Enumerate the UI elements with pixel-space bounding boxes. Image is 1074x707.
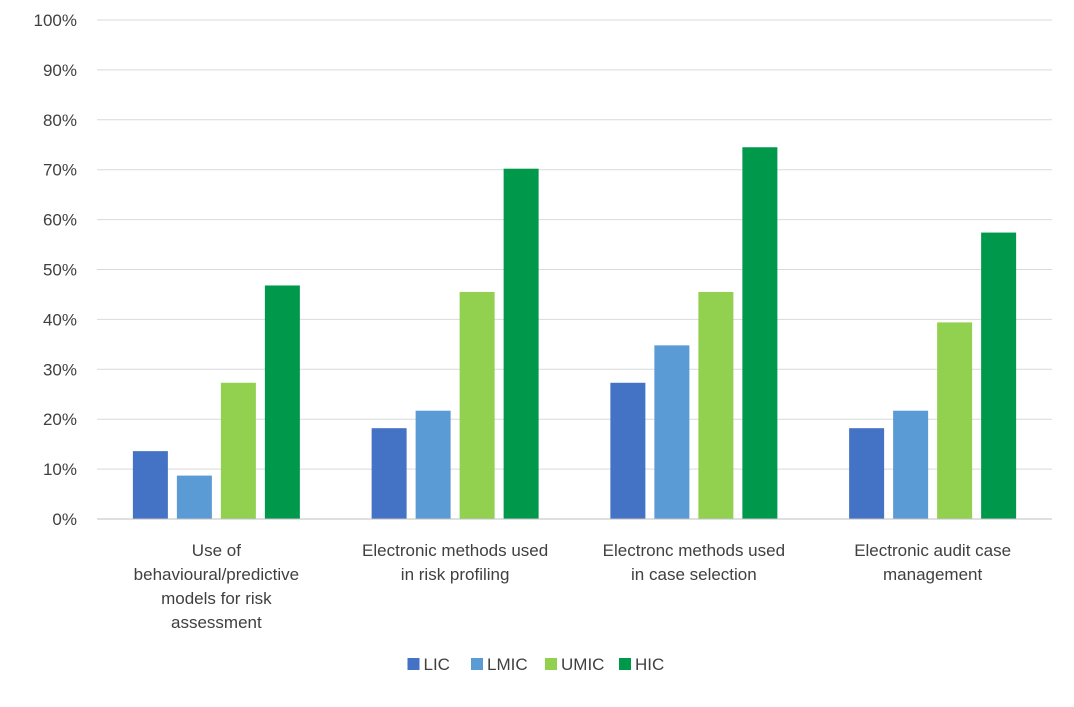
x-category-label: Electronic methods used in risk profiling [362,541,548,584]
legend-item-lic: LIC [407,655,450,674]
y-tick-label: 10% [43,460,77,479]
y-tick-label: 20% [43,410,77,429]
bar-umic [698,291,734,519]
y-tick-label: 30% [43,360,77,379]
legend-label: HIC [635,655,664,674]
y-tick-label: 60% [43,211,77,230]
legend-label: LMIC [487,655,528,674]
legend-item-lmic: LMIC [471,655,528,674]
legend-label: LIC [424,655,450,674]
y-tick-label: 100% [34,11,77,30]
bar-hic [981,232,1017,519]
legend-swatch [619,658,631,670]
legend-item-hic: HIC [619,655,664,674]
y-tick-label: 50% [43,261,77,280]
legend-item-umic: UMIC [545,655,604,674]
y-axis-tick-labels: 0% 10% 20% 30% 40% 50% 60% 70% 80% 90% 100% [34,11,77,529]
gridlines [97,19,1052,470]
bar-lic [132,451,168,519]
legend: LIC LMIC UMIC HIC [407,655,664,674]
x-category-label: Electronic audit case management [854,541,1011,584]
bars [132,147,1017,519]
bar-umic [937,322,973,519]
bar-umic [459,291,495,519]
bar-lic [371,428,407,519]
bar-lic [610,382,646,519]
legend-label: UMIC [561,655,604,674]
bar-lmic [654,345,690,519]
bar-lmic [415,410,451,519]
x-category-label: Electronc methods used in case selection [603,541,785,584]
bar-lic [849,428,885,519]
y-tick-label: 0% [52,510,77,529]
legend-swatch [545,658,557,670]
y-tick-label: 70% [43,161,77,180]
y-tick-label: 40% [43,310,77,329]
y-tick-label: 80% [43,111,77,130]
bar-hic [503,168,539,519]
x-category-label: Use of behavioural/predictive models for r… [134,541,299,632]
x-axis-category-labels: Use of behavioural/predictive models for r… [134,541,1011,632]
bar-umic [220,382,256,519]
bar-hic [264,285,300,519]
y-tick-label: 90% [43,61,77,80]
legend-swatch [471,658,483,670]
legend-swatch [407,658,420,670]
bar-hic [742,147,778,519]
bar-lmic [893,410,929,519]
bar-lmic [176,475,212,519]
